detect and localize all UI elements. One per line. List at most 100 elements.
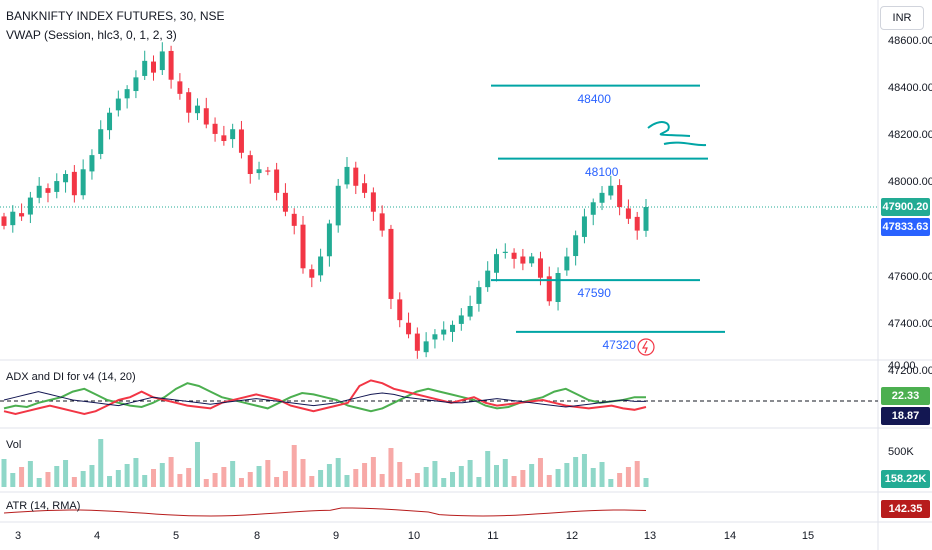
volume-bar xyxy=(564,463,570,487)
volume-bar xyxy=(546,475,552,487)
candle-body xyxy=(45,188,51,193)
time-axis-label: 8 xyxy=(253,530,261,542)
volume-bar xyxy=(511,476,517,487)
alert-icon-bolt xyxy=(641,340,648,354)
volume-bar xyxy=(221,467,227,487)
volume-bar xyxy=(124,464,130,487)
candle-body xyxy=(414,333,420,351)
candle-body xyxy=(555,273,561,302)
candle-body xyxy=(80,169,86,196)
volume-bar xyxy=(397,462,403,487)
volume-bar xyxy=(581,454,587,487)
volume-bar xyxy=(63,460,69,487)
candle-body xyxy=(326,223,332,257)
symbol-title: BANKNIFTY INDEX FUTURES, 30, NSE xyxy=(6,9,225,23)
volume-bar xyxy=(450,472,456,487)
volume-bar xyxy=(300,459,306,487)
volume-bar xyxy=(27,461,33,487)
volume-bar xyxy=(625,467,631,487)
time-axis-label: 5 xyxy=(172,530,180,542)
volume-bar xyxy=(467,460,473,487)
candle-body xyxy=(19,213,25,217)
candle-body xyxy=(98,129,104,154)
candle-body xyxy=(115,98,121,111)
price-axis-tick: 48600.00 xyxy=(888,35,932,47)
currency-button[interactable]: INR xyxy=(880,6,924,30)
candle-body xyxy=(529,256,535,264)
adx-di-plus-line xyxy=(3,382,646,413)
price-axis-tick: 47600.00 xyxy=(888,270,932,283)
price-axis-tick: 47200.00 xyxy=(888,365,932,377)
volume-bar xyxy=(493,465,499,487)
candle-body xyxy=(230,129,236,140)
candle-body xyxy=(617,185,623,207)
candle-body xyxy=(133,77,139,92)
time-axis-label: 10 xyxy=(407,530,421,542)
volume-bar xyxy=(555,469,561,487)
candle-body xyxy=(344,166,350,185)
level-label: 48400 xyxy=(577,91,611,106)
volume-bar xyxy=(617,473,623,487)
time-axis-label: 3 xyxy=(14,530,22,542)
volume-bar xyxy=(485,451,491,487)
candle-body xyxy=(36,185,42,198)
level-label: 47590 xyxy=(577,286,611,301)
volume-bar xyxy=(423,467,429,487)
adx-pane-label: ADX and DI for v4 (14, 20) xyxy=(6,371,136,383)
candle-body xyxy=(608,185,614,196)
volume-bar xyxy=(573,457,579,487)
candle-body xyxy=(564,256,570,271)
candle-body xyxy=(282,192,288,212)
candle-body xyxy=(441,329,447,335)
time-axis-label: 14 xyxy=(723,530,737,542)
volume-bar xyxy=(98,439,104,487)
time-axis-label: 9 xyxy=(332,530,340,542)
volume-bar xyxy=(256,466,262,487)
candle-body xyxy=(406,322,412,335)
candle-body xyxy=(309,269,315,278)
atr-value-tag: 142.35 xyxy=(881,500,930,518)
candle-body xyxy=(362,183,368,193)
volume-bar xyxy=(599,462,605,487)
candle-body xyxy=(335,185,341,226)
candle-body xyxy=(599,192,605,203)
candle-body xyxy=(590,202,596,215)
adx-dark-tag: 18.87 xyxy=(881,407,930,425)
candle-body xyxy=(256,169,262,174)
volume-bar xyxy=(362,463,368,487)
candle-body xyxy=(511,252,517,259)
candle-body xyxy=(537,258,543,278)
candle-body xyxy=(450,324,456,332)
last-price-tag: 47900.20 xyxy=(881,197,930,216)
time-axis-label: 12 xyxy=(565,530,579,542)
candle-body xyxy=(353,167,359,186)
volume-bar xyxy=(80,471,86,487)
volume-bar xyxy=(608,479,614,487)
volume-bar xyxy=(151,469,157,487)
adx-di-minus-line xyxy=(3,379,647,416)
time-axis-label: 15 xyxy=(801,530,815,542)
candle-body xyxy=(151,61,157,73)
candle-body xyxy=(274,169,280,193)
candle-body xyxy=(54,181,60,192)
candle-body xyxy=(186,92,192,113)
adx-green-tag: 22.33 xyxy=(881,387,930,405)
vol-axis-tick: 500K xyxy=(888,446,914,458)
candle-body xyxy=(423,341,429,353)
volume-bar xyxy=(370,457,376,487)
volume-bar xyxy=(388,448,394,487)
candle-body xyxy=(625,208,631,219)
candle-body xyxy=(221,135,227,141)
candle-body xyxy=(89,155,95,172)
volume-bar xyxy=(335,458,341,487)
volume-bar xyxy=(291,445,297,487)
candle-body xyxy=(643,207,649,231)
level-label: 48100 xyxy=(585,164,619,179)
volume-bar xyxy=(643,478,649,487)
candle-body xyxy=(485,270,491,288)
vwap-indicator-label: VWAP (Session, hlc3, 0, 1, 2, 3) xyxy=(6,28,177,42)
volume-bar xyxy=(177,474,183,487)
volume-bar xyxy=(1,459,7,487)
candle-body xyxy=(397,299,403,321)
